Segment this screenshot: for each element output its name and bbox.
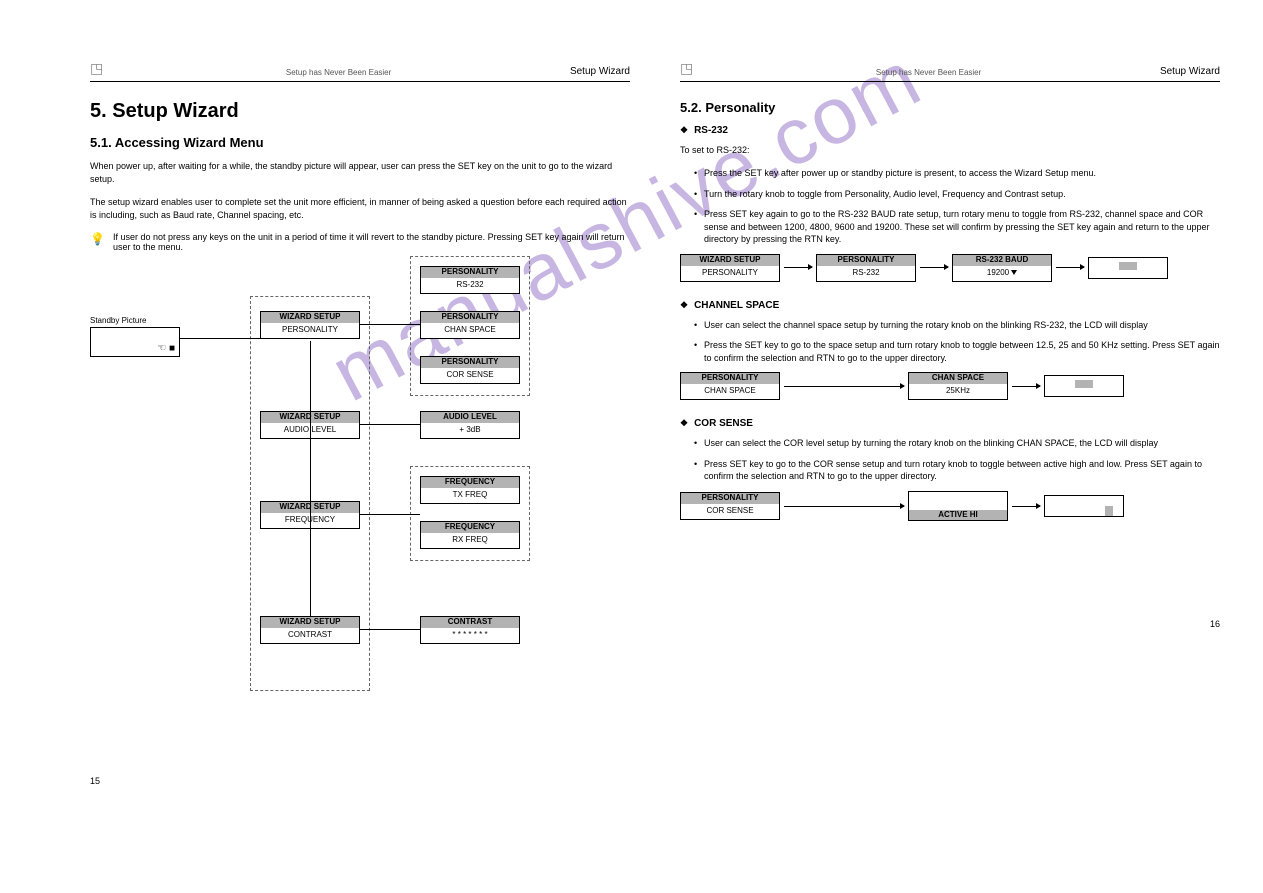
submenu-rx-freq: FREQUENCYRX FREQ bbox=[420, 521, 520, 549]
page-left: ◳ Setup has Never Been Easier Setup Wiza… bbox=[90, 60, 630, 696]
chan-space-heading: ❖CHANNEL SPACE bbox=[680, 300, 1220, 311]
cor-sense-flow: PERSONALITYCOR SENSE ACTIVE HI bbox=[680, 491, 1220, 522]
flow-box: ACTIVE HI bbox=[908, 491, 1008, 522]
subsection-heading: 5.1. Accessing Wizard Menu bbox=[90, 135, 630, 150]
tip-note: 💡 If user do not press any keys on the u… bbox=[90, 232, 630, 252]
cor-sense-steps: •User can select the COR level setup by … bbox=[694, 437, 1220, 483]
flow-box: PERSONALITYRS-232 bbox=[816, 254, 916, 282]
rs232-heading: ❖RS-232 bbox=[680, 125, 1220, 136]
standby-picture-box: ☜ ■ bbox=[90, 327, 180, 357]
lightbulb-icon: 💡 bbox=[90, 232, 105, 246]
submenu-chan-space: PERSONALITYCHAN SPACE bbox=[420, 311, 520, 339]
flow-box: RS-232 BAUD19200 bbox=[952, 254, 1052, 282]
intro-paragraph-2: The setup wizard enables user to complet… bbox=[90, 196, 630, 222]
flow-box: PERSONALITYCHAN SPACE bbox=[680, 372, 780, 400]
arrow-right-icon bbox=[920, 267, 948, 268]
logo-icon: ◳ bbox=[680, 60, 693, 76]
arrow-right-icon bbox=[1012, 506, 1040, 507]
page-number: 15 bbox=[90, 776, 100, 786]
diamond-bullet-icon: ❖ bbox=[680, 300, 688, 310]
logo-icon: ◳ bbox=[90, 60, 103, 76]
submenu-contrast-val: CONTRAST* * * * * * * bbox=[420, 616, 520, 644]
arrow-down-icon bbox=[1011, 270, 1017, 275]
flow-box-result bbox=[1044, 375, 1124, 397]
standby-label: Standby Picture bbox=[90, 316, 180, 325]
subsection-heading: 5.2. Personality bbox=[680, 100, 1220, 115]
menu-contrast: WIZARD SETUPCONTRAST bbox=[260, 616, 360, 644]
rs232-steps: •Press the SET key after power up or sta… bbox=[694, 167, 1220, 246]
flow-box: PERSONALITYCOR SENSE bbox=[680, 492, 780, 520]
diamond-bullet-icon: ❖ bbox=[680, 418, 688, 428]
flow-box-result bbox=[1044, 495, 1124, 517]
flow-box: CHAN SPACE25KHz bbox=[908, 372, 1008, 400]
intro-paragraph-1: When power up, after waiting for a while… bbox=[90, 160, 630, 186]
arrow-right-icon bbox=[1056, 267, 1084, 268]
page-header: ◳ Setup has Never Been Easier Setup Wiza… bbox=[90, 60, 630, 82]
arrow-right-icon bbox=[784, 386, 904, 387]
page-right: ◳ Setup has Never Been Easier Setup Wiza… bbox=[680, 60, 1220, 539]
header-title: Setup Wizard bbox=[1160, 66, 1220, 77]
submenu-tx-freq: FREQUENCYTX FREQ bbox=[420, 476, 520, 504]
header-tag: Setup has Never Been Easier bbox=[286, 68, 391, 77]
header-tag: Setup has Never Been Easier bbox=[876, 68, 981, 77]
page-header: ◳ Setup has Never Been Easier Setup Wiza… bbox=[680, 60, 1220, 82]
arrow-right-icon bbox=[1012, 386, 1040, 387]
section-heading: 5. Setup Wizard bbox=[90, 100, 630, 123]
rs232-intro: To set to RS-232: bbox=[680, 144, 1220, 157]
arrow-right-icon bbox=[784, 267, 812, 268]
submenu-cor-sense: PERSONALITYCOR SENSE bbox=[420, 356, 520, 384]
header-title: Setup Wizard bbox=[570, 66, 630, 77]
submenu-audio-db: AUDIO LEVEL+ 3dB bbox=[420, 411, 520, 439]
chan-space-steps: •User can select the channel space setup… bbox=[694, 319, 1220, 365]
menu-personality: WIZARD SETUPPERSONALITY bbox=[260, 311, 360, 339]
flow-box: WIZARD SETUPPERSONALITY bbox=[680, 254, 780, 282]
cor-sense-heading: ❖COR SENSE bbox=[680, 418, 1220, 429]
tip-text: If user do not press any keys on the uni… bbox=[113, 232, 630, 252]
rs232-flow: WIZARD SETUPPERSONALITY PERSONALITYRS-23… bbox=[680, 254, 1220, 282]
diamond-bullet-icon: ❖ bbox=[680, 125, 688, 135]
page-number: 16 bbox=[1210, 619, 1220, 629]
submenu-rs232: PERSONALITYRS-232 bbox=[420, 266, 520, 294]
arrow-right-icon bbox=[784, 506, 904, 507]
chan-space-flow: PERSONALITYCHAN SPACE CHAN SPACE25KHz bbox=[680, 372, 1220, 400]
menu-tree-diagram: Standby Picture ☜ ■ WIZARD SETUPPERSONAL… bbox=[90, 266, 630, 696]
flow-box-result bbox=[1088, 257, 1168, 279]
